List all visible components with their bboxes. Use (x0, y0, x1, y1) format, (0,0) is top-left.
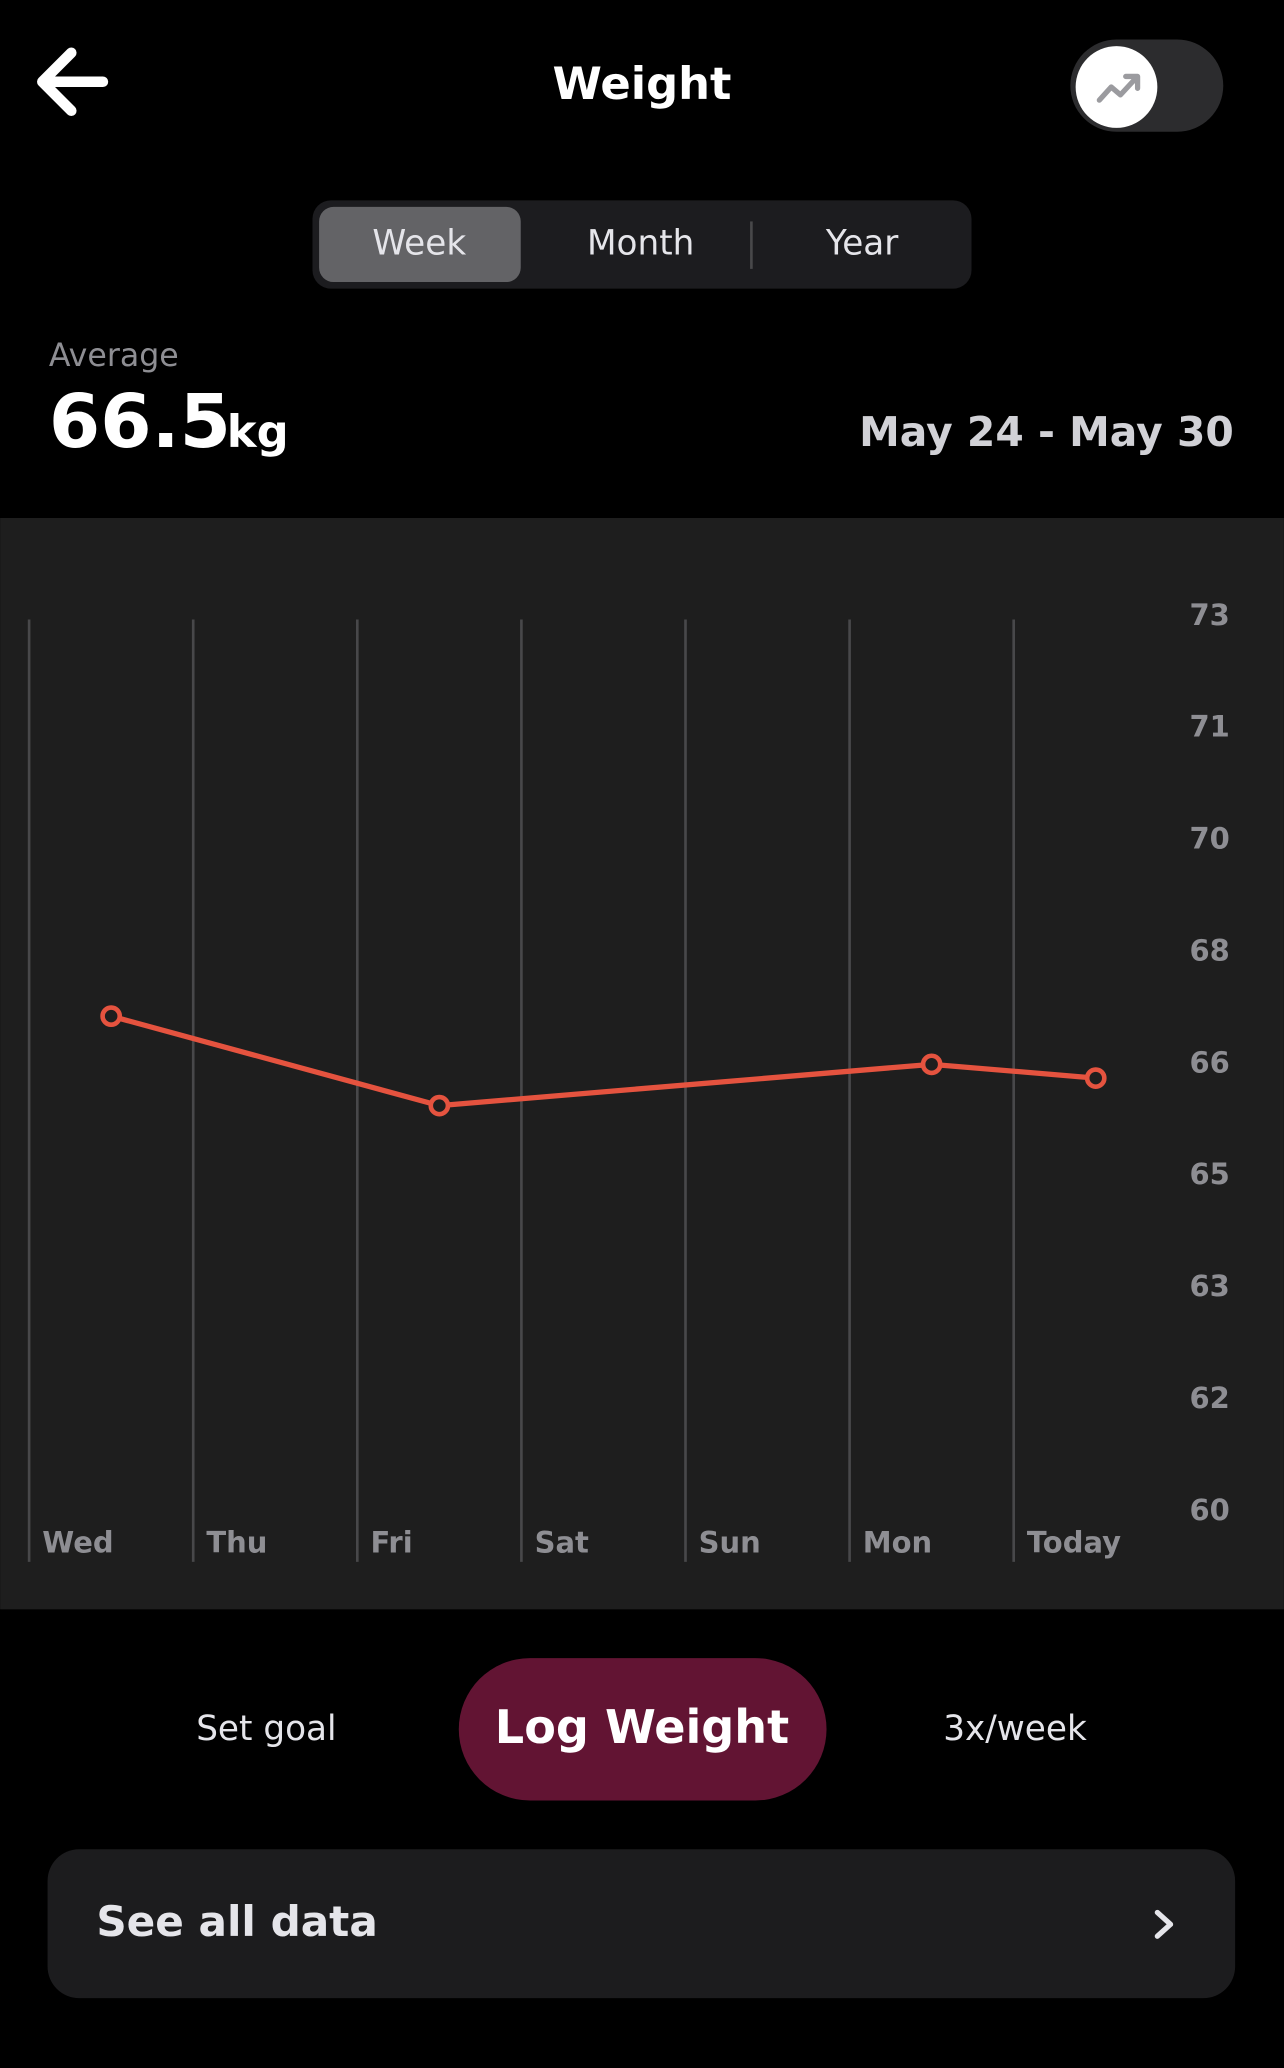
x-tick-label: Sun (699, 1526, 761, 1560)
trend-icon (1096, 73, 1141, 103)
average-value: 66.5 (49, 379, 231, 465)
y-tick-label: 63 (1190, 1269, 1230, 1303)
back-arrow (37, 47, 109, 116)
chart-panel (0, 517, 1284, 1610)
row-label: See all data (96, 1897, 377, 1946)
y-tick-label: 66 (1190, 1045, 1230, 1079)
log-weight-button[interactable]: Log Weight (458, 1658, 827, 1801)
tab[interactable]: Year (825, 224, 899, 264)
average-label: Average (49, 338, 179, 374)
see-all-row[interactable]: See all data (47, 1849, 1236, 1999)
average-unit: kg (227, 405, 289, 458)
tab-selected (319, 206, 521, 283)
trend-toggle[interactable] (1070, 39, 1224, 132)
line-segment (110, 1013, 441, 1109)
set-goal[interactable]: Set goal (196, 1709, 336, 1749)
page-title: Weight (553, 57, 732, 110)
data-point (1084, 1067, 1107, 1089)
y-tick-label: 73 (1190, 598, 1230, 632)
x-tick-label: Wed (42, 1526, 113, 1560)
back-button[interactable] (37, 47, 109, 116)
chart: 60 62 63 65 66 68 70 71 73 Wed Thu Fri Sat Sun Mon Toda… (27, 598, 1230, 1562)
data-point (100, 1005, 123, 1027)
chevron (1154, 1909, 1174, 1939)
y-tick-label: 68 (1190, 933, 1230, 967)
data-point (428, 1094, 451, 1117)
x-tick-label: Today (1027, 1526, 1121, 1560)
tab[interactable]: Week (372, 224, 466, 264)
x-tick-label: Mon (863, 1526, 932, 1560)
row-bg (47, 1849, 1236, 1999)
line-segment (439, 1061, 932, 1109)
y-tick-label: 60 (1190, 1493, 1230, 1527)
x-tick-label: Sat (535, 1526, 589, 1560)
y-tick-label: 65 (1190, 1157, 1230, 1191)
line-segment (931, 1061, 1096, 1081)
button-label: Log Weight (495, 1700, 789, 1754)
y-tick-label: 62 (1190, 1381, 1230, 1415)
x-tick-label: Fri (370, 1526, 412, 1560)
toggle-knob (1075, 46, 1158, 128)
y-tick-label: 70 (1190, 822, 1230, 856)
data-point (920, 1053, 943, 1076)
y-tick-label: 71 (1190, 710, 1230, 744)
date-range: May 24 - May 30 (859, 408, 1234, 456)
x-tick-label: Thu (206, 1526, 267, 1560)
button-bg (458, 1658, 827, 1801)
frequency[interactable]: 3x/week (943, 1709, 1087, 1749)
tab[interactable]: Month (587, 224, 694, 264)
